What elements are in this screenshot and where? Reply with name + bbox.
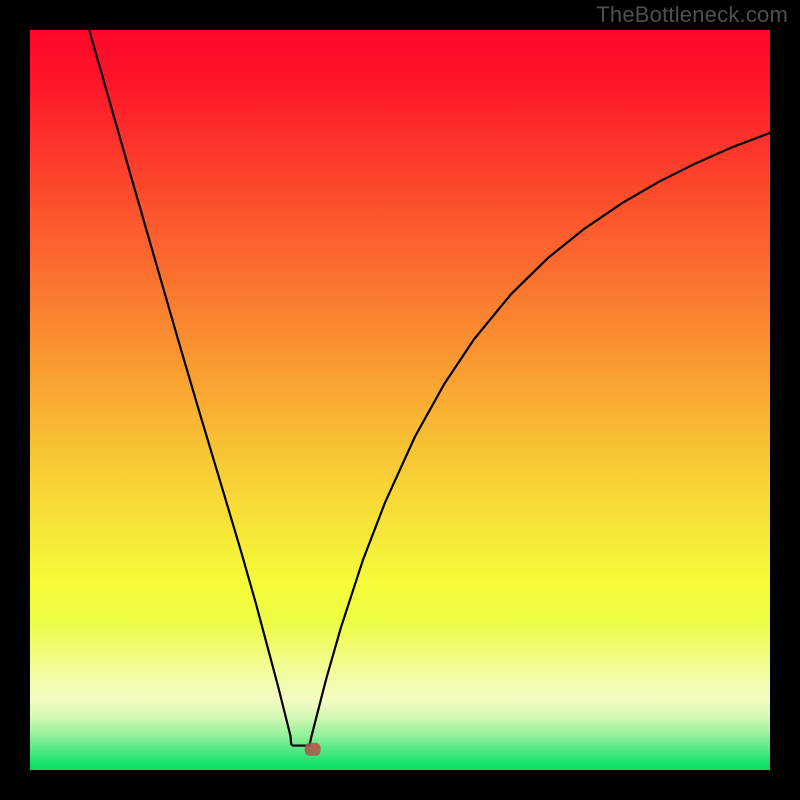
chart-plot-area <box>30 30 770 770</box>
attribution-text: TheBottleneck.com <box>596 2 788 28</box>
chart-background <box>30 30 770 770</box>
chart-svg <box>30 30 770 770</box>
optimum-marker <box>305 743 321 756</box>
